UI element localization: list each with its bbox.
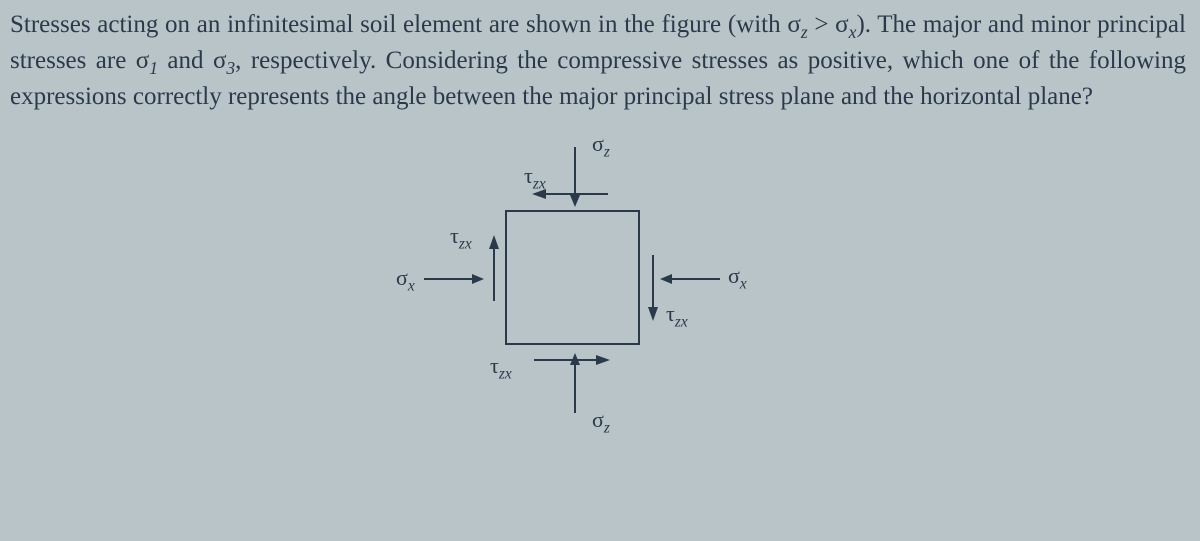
tau-left-sub: zx [459,235,472,252]
tau-top-sym: τ [524,163,533,188]
sub-3: 3 [226,58,235,78]
sub-1: 1 [149,58,158,78]
sigma-z-bot-sub: z [604,419,610,436]
sigma-z-top-sub: z [604,143,610,160]
q-line1-post: ). [856,11,871,38]
label-sigma-x-left: σx [396,265,415,295]
sigma-x-left-sym: σ [396,265,408,290]
tau-bottom-sub: zx [499,365,512,382]
tau-bottom-sym: τ [490,353,499,378]
label-sigma-z-top: σz [592,131,610,161]
sigma-x-right-sym: σ [728,263,740,288]
sigma-x-left-sub: x [408,277,415,294]
label-tau-right: τzx [666,301,688,331]
arrow-tau-right [644,251,662,323]
soil-element-box [505,210,640,345]
sigma-z-bot-sym: σ [592,407,604,432]
tau-top-sub: zx [533,175,546,192]
tau-left-sym: τ [450,223,459,248]
arrow-sigma-x-right [660,269,722,289]
sigma-z-top-sym: σ [592,131,604,156]
arrow-sigma-z-bottom [565,353,585,415]
stress-diagram: σz τzx σx τzx σx τzx [0,125,1200,495]
sigma-z: σ [787,11,800,38]
q-line2-post: , respectively. Considering the [235,47,548,74]
sigma-1: σ [136,47,149,74]
sigma-x-right-sub: x [740,275,747,292]
tau-right-sym: τ [666,301,675,326]
sigma-x: σ [835,11,848,38]
label-sigma-x-right: σx [728,263,747,293]
sigma-3: σ [213,47,226,74]
arrow-sigma-x-left [422,269,484,289]
tau-right-sub: zx [675,313,688,330]
gt: > [808,11,836,38]
label-tau-top: τzx [524,163,546,193]
q-line4: represents the angle between the major p… [228,83,1093,110]
question-text: Stresses acting on an infinitesimal soil… [0,0,1200,115]
label-tau-bottom: τzx [490,353,512,383]
label-sigma-z-bottom: σz [592,407,610,437]
q-line1-pre: Stresses acting on an infinitesimal soil… [10,11,787,38]
sub-z: z [801,22,808,42]
arrow-tau-left [485,233,503,305]
label-tau-left: τzx [450,223,472,253]
and-text: and [158,47,213,74]
